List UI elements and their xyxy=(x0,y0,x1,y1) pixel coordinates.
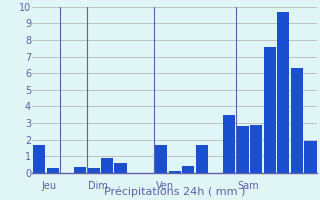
Bar xyxy=(236,126,249,173)
Bar xyxy=(155,145,167,173)
Text: Ven: Ven xyxy=(156,181,174,191)
Bar xyxy=(291,68,303,173)
Bar xyxy=(277,12,289,173)
X-axis label: Précipitations 24h ( mm ): Précipitations 24h ( mm ) xyxy=(104,187,245,197)
Bar xyxy=(47,168,59,173)
Bar xyxy=(250,125,262,173)
Text: Dim: Dim xyxy=(88,181,108,191)
Bar xyxy=(33,145,45,173)
Bar xyxy=(115,163,127,173)
Text: Jeu: Jeu xyxy=(42,181,57,191)
Bar xyxy=(223,115,235,173)
Bar xyxy=(196,145,208,173)
Bar xyxy=(182,166,195,173)
Bar xyxy=(101,158,113,173)
Bar xyxy=(87,168,100,173)
Bar xyxy=(264,47,276,173)
Bar xyxy=(169,171,181,173)
Text: Sam: Sam xyxy=(237,181,259,191)
Bar xyxy=(74,167,86,173)
Bar xyxy=(304,141,316,173)
